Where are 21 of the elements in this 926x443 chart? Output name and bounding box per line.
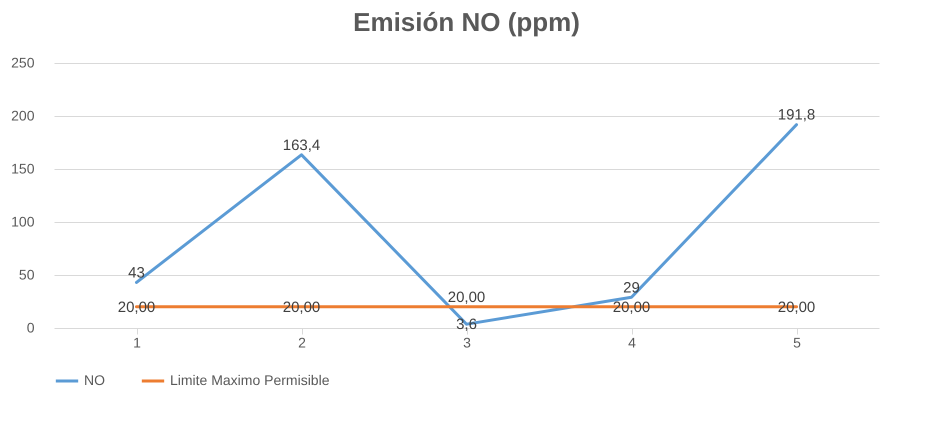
y-tick-label: 250 xyxy=(11,54,35,70)
data-label: 20,00 xyxy=(448,288,486,306)
x-tick-label: 4 xyxy=(628,334,636,350)
y-tick-label: 50 xyxy=(18,266,35,282)
legend-label: Limite Maximo Permisible xyxy=(170,372,330,388)
chart-title: Emisión NO (ppm) xyxy=(353,7,580,37)
x-tick-label: 3 xyxy=(463,334,472,350)
x-tick-label: 2 xyxy=(298,334,306,350)
data-label: 191,8 xyxy=(778,106,816,124)
y-tick-label: 100 xyxy=(11,214,35,230)
data-label: 163,4 xyxy=(282,136,320,154)
x-tick-label: 1 xyxy=(133,334,142,350)
y-tick-label: 0 xyxy=(26,320,35,336)
x-tick-label: 5 xyxy=(793,334,802,350)
data-label: 29 xyxy=(623,279,640,296)
y-tick-label: 150 xyxy=(11,160,35,176)
data-label: 20,00 xyxy=(778,298,816,316)
y-tick-label: 200 xyxy=(11,108,35,124)
data-label: 43 xyxy=(128,264,145,282)
data-label: 20,00 xyxy=(118,298,156,316)
legend-label: NO xyxy=(84,372,106,388)
